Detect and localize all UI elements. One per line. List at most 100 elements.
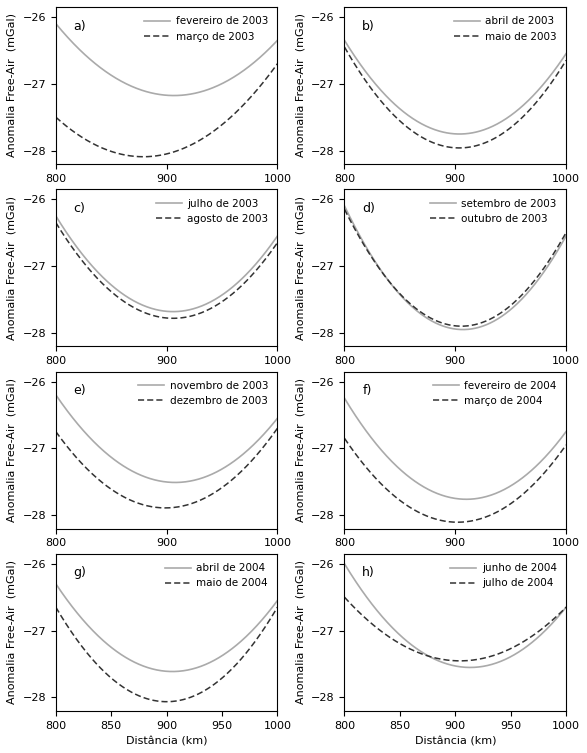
maio de 2003 [341,42,348,51]
julho de 2003 [53,212,60,221]
maio de 2004 [52,602,59,611]
fevereiro de 2004 [473,494,480,503]
maio de 2003 [477,140,484,149]
junho de 2004 [467,663,474,672]
julho de 2004 [341,593,348,602]
abril de 2004 [168,667,176,676]
abril de 2004 [274,596,281,605]
julho de 2004 [542,621,549,630]
abril de 2003 [542,77,549,86]
Line: agosto de 2003: agosto de 2003 [56,223,278,319]
Legend: setembro de 2003, outubro de 2003: setembro de 2003, outubro de 2003 [426,194,561,228]
setembro de 2003 [473,324,480,333]
Legend: novembro de 2003, dezembro de 2003: novembro de 2003, dezembro de 2003 [134,376,272,410]
agosto de 2003 [254,264,261,273]
julho de 2003 [185,306,192,315]
maio de 2004 [254,634,261,643]
Y-axis label: Anomalia Free-Air  (mGal): Anomalia Free-Air (mGal) [7,14,17,157]
julho de 2004 [562,602,569,611]
julho de 2003 [170,307,177,316]
junho de 2004 [477,662,484,671]
março de 2003 [254,85,261,94]
fevereiro de 2003 [184,90,191,99]
março de 2004 [477,514,484,523]
março de 2004 [528,481,535,490]
março de 2003 [184,142,191,151]
Legend: julho de 2003, agosto de 2003: julho de 2003, agosto de 2003 [151,194,272,228]
março de 2003 [140,152,147,161]
dezembro de 2003 [52,427,59,436]
X-axis label: Distância (km): Distância (km) [414,736,496,746]
novembro de 2003 [53,392,60,401]
maio de 2003 [342,44,349,53]
março de 2003 [185,142,192,151]
setembro de 2003 [477,322,484,331]
Line: março de 2004: março de 2004 [345,438,566,523]
maio de 2003 [473,141,480,150]
junho de 2004 [542,625,549,634]
setembro de 2003 [341,201,348,210]
abril de 2004 [188,664,195,673]
abril de 2004 [52,579,59,588]
junho de 2004 [474,663,481,672]
fevereiro de 2003 [254,55,261,64]
Y-axis label: Anomalia Free-Air  (mGal): Anomalia Free-Air (mGal) [296,560,306,704]
Y-axis label: Anomalia Free-Air  (mGal): Anomalia Free-Air (mGal) [7,560,17,704]
Y-axis label: Anomalia Free-Air  (mGal): Anomalia Free-Air (mGal) [296,196,306,340]
fevereiro de 2003 [240,66,247,75]
março de 2004 [454,518,461,527]
março de 2003 [240,100,247,109]
Legend: fevereiro de 2004, março de 2004: fevereiro de 2004, março de 2004 [429,376,561,410]
março de 2004 [542,466,549,475]
março de 2004 [562,441,569,450]
fevereiro de 2004 [342,395,349,404]
setembro de 2003 [342,203,349,212]
agosto de 2003 [240,279,247,288]
junho de 2004 [528,638,535,647]
junho de 2004 [562,602,569,611]
março de 2003 [53,114,60,123]
novembro de 2003 [185,477,192,486]
Line: outubro de 2003: outubro de 2003 [345,209,566,326]
outubro de 2003 [341,205,348,214]
Text: a): a) [73,20,86,32]
agosto de 2003 [52,218,59,227]
Text: g): g) [73,566,86,579]
dezembro de 2003 [188,498,195,508]
setembro de 2003 [528,283,535,292]
abril de 2004 [185,666,192,675]
março de 2004 [342,435,349,444]
fevereiro de 2004 [477,493,484,502]
abril de 2003 [474,127,481,136]
Legend: fevereiro de 2003, março de 2003: fevereiro de 2003, março de 2003 [140,12,272,46]
julho de 2003 [254,258,261,267]
abril de 2003 [562,49,569,58]
dezembro de 2003 [162,504,169,513]
outubro de 2003 [528,279,535,288]
julho de 2003 [184,306,191,315]
fevereiro de 2004 [474,494,481,503]
julho de 2004 [342,593,349,602]
junho de 2004 [342,560,349,569]
abril de 2003 [477,127,484,136]
Line: fevereiro de 2003: fevereiro de 2003 [56,23,278,96]
junho de 2004 [473,663,480,672]
fevereiro de 2003 [188,90,195,99]
Line: novembro de 2003: novembro de 2003 [56,395,278,483]
março de 2003 [52,113,59,122]
abril de 2004 [254,620,261,630]
agosto de 2003 [274,238,281,247]
Legend: abril de 2004, maio de 2004: abril de 2004, maio de 2004 [161,559,272,593]
abril de 2004 [240,635,247,644]
maio de 2003 [528,103,535,112]
Line: março de 2003: março de 2003 [56,64,278,157]
julho de 2004 [477,654,484,663]
dezembro de 2003 [240,465,247,474]
maio de 2003 [456,143,463,152]
julho de 2004 [474,655,481,664]
junho de 2004 [341,559,348,569]
Y-axis label: Anomalia Free-Air  (mGal): Anomalia Free-Air (mGal) [296,378,306,522]
setembro de 2003 [542,264,549,273]
Y-axis label: Anomalia Free-Air  (mGal): Anomalia Free-Air (mGal) [7,378,17,522]
Line: fevereiro de 2004: fevereiro de 2004 [345,398,566,499]
